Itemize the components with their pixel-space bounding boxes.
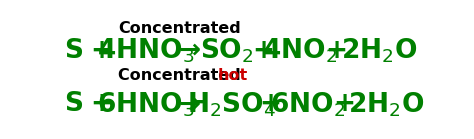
- Text: S: S: [64, 38, 83, 64]
- Text: 2H$_2$O: 2H$_2$O: [341, 37, 417, 65]
- Text: hot: hot: [218, 68, 248, 83]
- Text: →: →: [179, 38, 201, 64]
- Text: 2H$_2$O: 2H$_2$O: [348, 90, 424, 119]
- Text: H$_2$SO$_4$: H$_2$SO$_4$: [187, 90, 276, 119]
- Text: Concentrated: Concentrated: [118, 21, 241, 36]
- Text: +: +: [259, 91, 282, 117]
- Text: Concentrated: Concentrated: [118, 68, 246, 83]
- Text: 4HNO$_3$: 4HNO$_3$: [97, 37, 194, 65]
- Text: 6HNO$_3$: 6HNO$_3$: [97, 90, 194, 119]
- Text: +: +: [326, 38, 347, 64]
- Text: +: +: [91, 91, 112, 117]
- Text: +: +: [252, 38, 274, 64]
- Text: SO$_2$: SO$_2$: [200, 37, 253, 65]
- Text: S: S: [64, 91, 83, 117]
- Text: →: →: [179, 91, 201, 117]
- Text: 4NO$_2$: 4NO$_2$: [262, 37, 337, 65]
- Text: +: +: [91, 38, 112, 64]
- Text: 6NO$_2$: 6NO$_2$: [270, 90, 345, 119]
- Text: +: +: [333, 91, 355, 117]
